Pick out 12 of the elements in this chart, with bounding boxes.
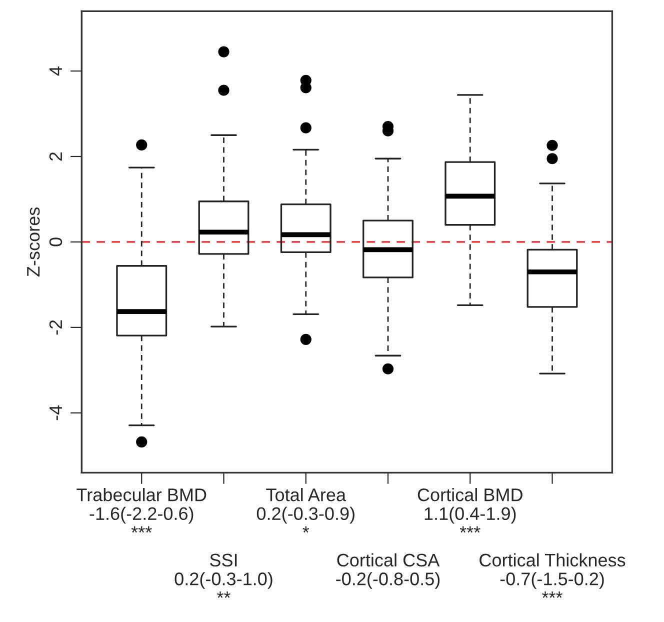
y-tick-label: 4 xyxy=(50,66,62,76)
y-tick-label: 0 xyxy=(49,238,62,246)
x-tick-label: Cortical BMD 1.1(0.4-1.9) *** xyxy=(418,488,522,533)
x-tick-label: Total Area 0.2(-0.3-0.9) * xyxy=(256,488,354,533)
x-tick-label: Trabecular BMD -1.6(-2.2-0.6) *** xyxy=(76,488,206,533)
y-tick-label: -4 xyxy=(50,405,62,420)
x-tick-label: Cortical Thickness -0.7(-1.5-0.2) *** xyxy=(480,553,626,598)
y-tick-label: 2 xyxy=(49,152,62,161)
x-tick-label: Cortical CSA -0.2(-0.8-0.5) xyxy=(336,553,440,589)
y-axis-title: Z-scores xyxy=(27,207,40,276)
x-tick-label: SSI 0.2(-0.3-1.0) ** xyxy=(174,554,272,598)
y-tick-label: -2 xyxy=(49,320,62,335)
